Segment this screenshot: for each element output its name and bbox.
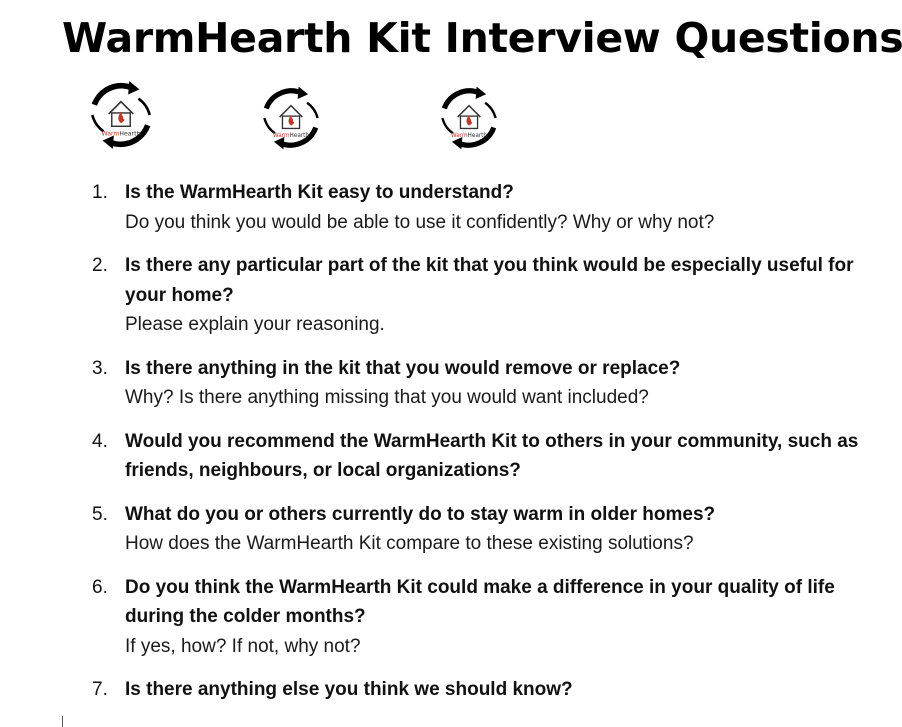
warmhearth-logo-icon: WarmHearth [431, 80, 507, 156]
question-number: 5. [92, 503, 108, 525]
question-item: 1. Is the WarmHearth Kit easy to underst… [70, 178, 860, 237]
question-number: 3. [92, 357, 108, 379]
question-text: Would you recommend the WarmHearth Kit t… [125, 430, 859, 482]
warmhearth-logo-icon: WarmHearth [80, 74, 162, 156]
page-margin-marker [62, 716, 63, 727]
question-item: 7. Is there anything else you think we s… [70, 675, 860, 705]
svg-text:WarmHearth: WarmHearth [102, 131, 141, 138]
page-title: WarmHearth Kit Interview Questions [62, 14, 902, 62]
question-followup: Please explain your reasoning. [125, 314, 385, 335]
question-text: Is there any particular part of the kit … [125, 255, 854, 306]
question-followup: Do you think you would be able to use it… [125, 211, 715, 233]
question-item: 5. What do you or others currently do to… [70, 500, 860, 559]
question-number: 2. [92, 255, 108, 276]
question-text: What do you or others currently do to st… [125, 503, 716, 525]
question-item: 2. Is there any particular part of the k… [70, 251, 860, 340]
question-item: 6. Do you think the WarmHearth Kit could… [70, 573, 860, 662]
question-followup: How does the WarmHearth Kit compare to t… [125, 533, 694, 554]
question-item: 3. Is there anything in the kit that you… [70, 354, 860, 413]
question-followup: Why? Is there anything missing that you … [125, 387, 649, 408]
question-number: 6. [92, 576, 108, 598]
question-text: Is there anything else you think we shou… [125, 679, 573, 700]
question-item: 4. Would you recommend the WarmHearth Ki… [70, 427, 860, 486]
question-number: 4. [92, 430, 108, 452]
question-text: Do you think the WarmHearth Kit could ma… [125, 576, 835, 628]
question-number: 1. [92, 182, 108, 203]
svg-text:WarmHearth: WarmHearth [273, 133, 309, 139]
question-list: 1. Is the WarmHearth Kit easy to underst… [70, 178, 860, 719]
warmhearth-logo-icon: WarmHearth [253, 80, 329, 156]
svg-text:WarmHearth: WarmHearth [451, 133, 487, 139]
question-text: Is the WarmHearth Kit easy to understand… [125, 182, 514, 203]
question-text: Is there anything in the kit that you wo… [125, 357, 681, 379]
question-followup: If yes, how? If not, why not? [125, 635, 361, 657]
question-number: 7. [92, 679, 108, 700]
